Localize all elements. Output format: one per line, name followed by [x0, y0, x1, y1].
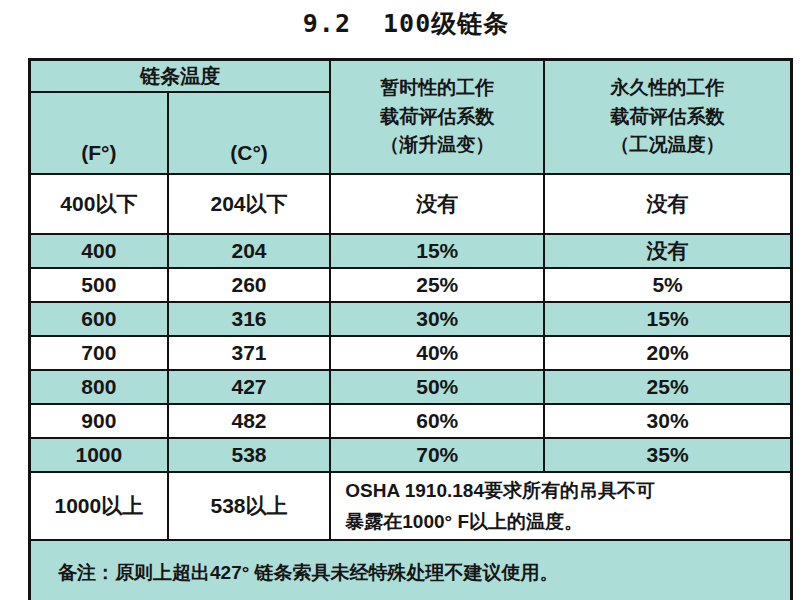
- cell-f: 600: [30, 302, 168, 336]
- footnote-row: 备注：原则上超出427° 链条索具未经特殊处理不建议使用。: [30, 540, 792, 600]
- cell-permanent: 35%: [544, 438, 791, 472]
- osha-row: 1000以上 538以上 OSHA 1910.184要求所有的吊具不可 暴露在1…: [30, 472, 792, 540]
- cell-permanent: 25%: [544, 370, 791, 404]
- page-title: 9.2 100级链条: [0, 0, 812, 40]
- cell-f: 1000以上: [30, 472, 168, 540]
- cell-temporary: 50%: [330, 370, 544, 404]
- cell-c: 538: [168, 438, 330, 472]
- cell-permanent: 没有: [544, 234, 791, 268]
- document-page: 9.2 100级链条 链条温度 暂时性的工作 载荷评估系数 （渐升温变） 永久性…: [0, 0, 812, 600]
- cell-f: 400: [30, 234, 168, 268]
- table-row: 1000 538 70% 35%: [30, 438, 792, 472]
- table-row: 800 427 50% 25%: [30, 370, 792, 404]
- cell-c: 482: [168, 404, 330, 438]
- cell-c: 260: [168, 268, 330, 302]
- osha-note: OSHA 1910.184要求所有的吊具不可 暴露在1000° F以上的温度。: [330, 472, 791, 540]
- cell-f: 900: [30, 404, 168, 438]
- cell-temporary: 没有: [330, 174, 544, 234]
- header-chain-temperature: 链条温度: [30, 60, 331, 93]
- cell-permanent: 没有: [544, 174, 791, 234]
- cell-c: 316: [168, 302, 330, 336]
- cell-permanent: 15%: [544, 302, 791, 336]
- cell-c: 427: [168, 370, 330, 404]
- cell-temporary: 60%: [330, 404, 544, 438]
- header-temporary-factor: 暂时性的工作 载荷评估系数 （渐升温变）: [330, 60, 544, 175]
- table-row: 700 371 40% 20%: [30, 336, 792, 370]
- cell-f: 500: [30, 268, 168, 302]
- table-row: 400以下 204以下 没有 没有: [30, 174, 792, 234]
- cell-temporary: 30%: [330, 302, 544, 336]
- table-row: 500 260 25% 5%: [30, 268, 792, 302]
- cell-temporary: 15%: [330, 234, 544, 268]
- cell-c: 204以下: [168, 174, 330, 234]
- table-row: 900 482 60% 30%: [30, 404, 792, 438]
- chain-temperature-table: 链条温度 暂时性的工作 载荷评估系数 （渐升温变） 永久性的工作 载荷评估系数 …: [28, 58, 793, 600]
- cell-f: 400以下: [30, 174, 168, 234]
- cell-c: 371: [168, 336, 330, 370]
- cell-temporary: 70%: [330, 438, 544, 472]
- table-footnote: 备注：原则上超出427° 链条索具未经特殊处理不建议使用。: [30, 540, 792, 600]
- header-permanent-factor: 永久性的工作 载荷评估系数 （工况温度）: [544, 60, 791, 175]
- cell-c: 538以上: [168, 472, 330, 540]
- header-fahrenheit: (F°): [30, 92, 168, 174]
- header-row-1: 链条温度 暂时性的工作 载荷评估系数 （渐升温变） 永久性的工作 载荷评估系数 …: [30, 60, 792, 93]
- cell-permanent: 5%: [544, 268, 791, 302]
- cell-permanent: 20%: [544, 336, 791, 370]
- cell-temporary: 25%: [330, 268, 544, 302]
- cell-f: 700: [30, 336, 168, 370]
- cell-c: 204: [168, 234, 330, 268]
- table-row: 400 204 15% 没有: [30, 234, 792, 268]
- cell-permanent: 30%: [544, 404, 791, 438]
- cell-f: 1000: [30, 438, 168, 472]
- header-celsius: (C°): [168, 92, 330, 174]
- table-row: 600 316 30% 15%: [30, 302, 792, 336]
- cell-f: 800: [30, 370, 168, 404]
- cell-temporary: 40%: [330, 336, 544, 370]
